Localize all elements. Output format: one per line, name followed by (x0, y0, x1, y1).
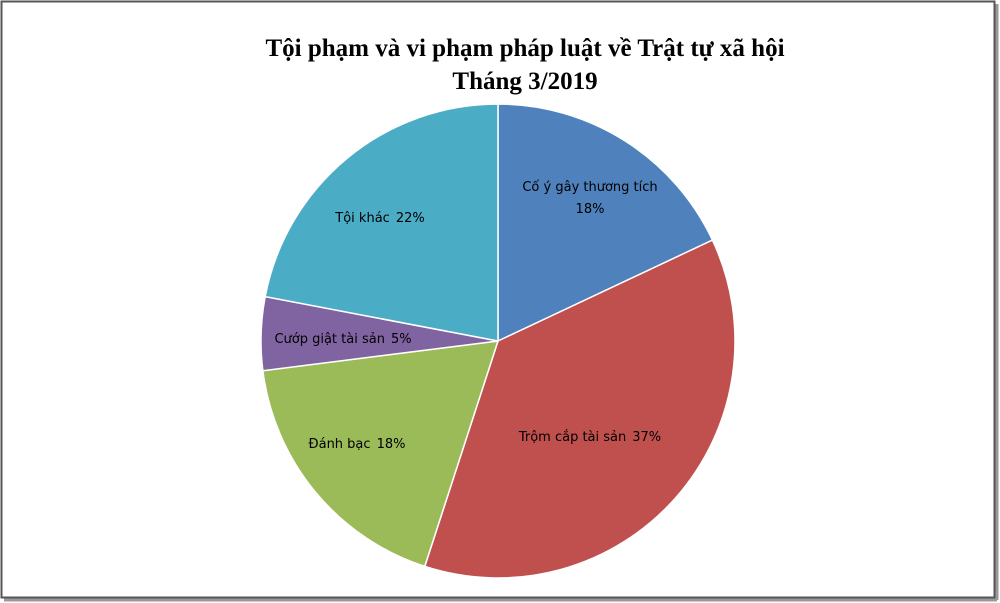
slice-label-name: Trộm cắp tài sản (518, 430, 626, 445)
slice-label-value: 5% (391, 332, 412, 347)
pie-slice (262, 340, 500, 568)
pie-slice (423, 239, 736, 579)
slice-label: Cướp giật tài sản 5% (274, 332, 411, 347)
chart-subtitle: Tháng 3/2019 (452, 68, 597, 95)
slice-label: Đánh bạc 18% (309, 437, 406, 452)
slice-label: Trộm cắp tài sản 37% (518, 430, 661, 445)
slice-label-name: Cố ý gây thương tích (522, 180, 657, 195)
slice-label: Cố ý gây thương tích 18% (522, 180, 657, 217)
chart-title: Tội phạm và vi phạm pháp luật về Trật tự… (265, 35, 784, 62)
pie-slice (497, 103, 714, 343)
slice-label-value: 22% (396, 211, 425, 226)
slice-label-name: Tội khác (334, 211, 390, 226)
slice-label: Tội khác 22% (334, 211, 424, 226)
slice-label-value: 18% (576, 202, 605, 217)
slice-label-name: Cướp giật tài sản (274, 332, 385, 347)
slice-label-value: 37% (632, 430, 661, 445)
slice-label-value: 18% (377, 437, 406, 452)
slice-label-name: Đánh bạc (309, 437, 371, 452)
pie-slice (264, 103, 499, 342)
